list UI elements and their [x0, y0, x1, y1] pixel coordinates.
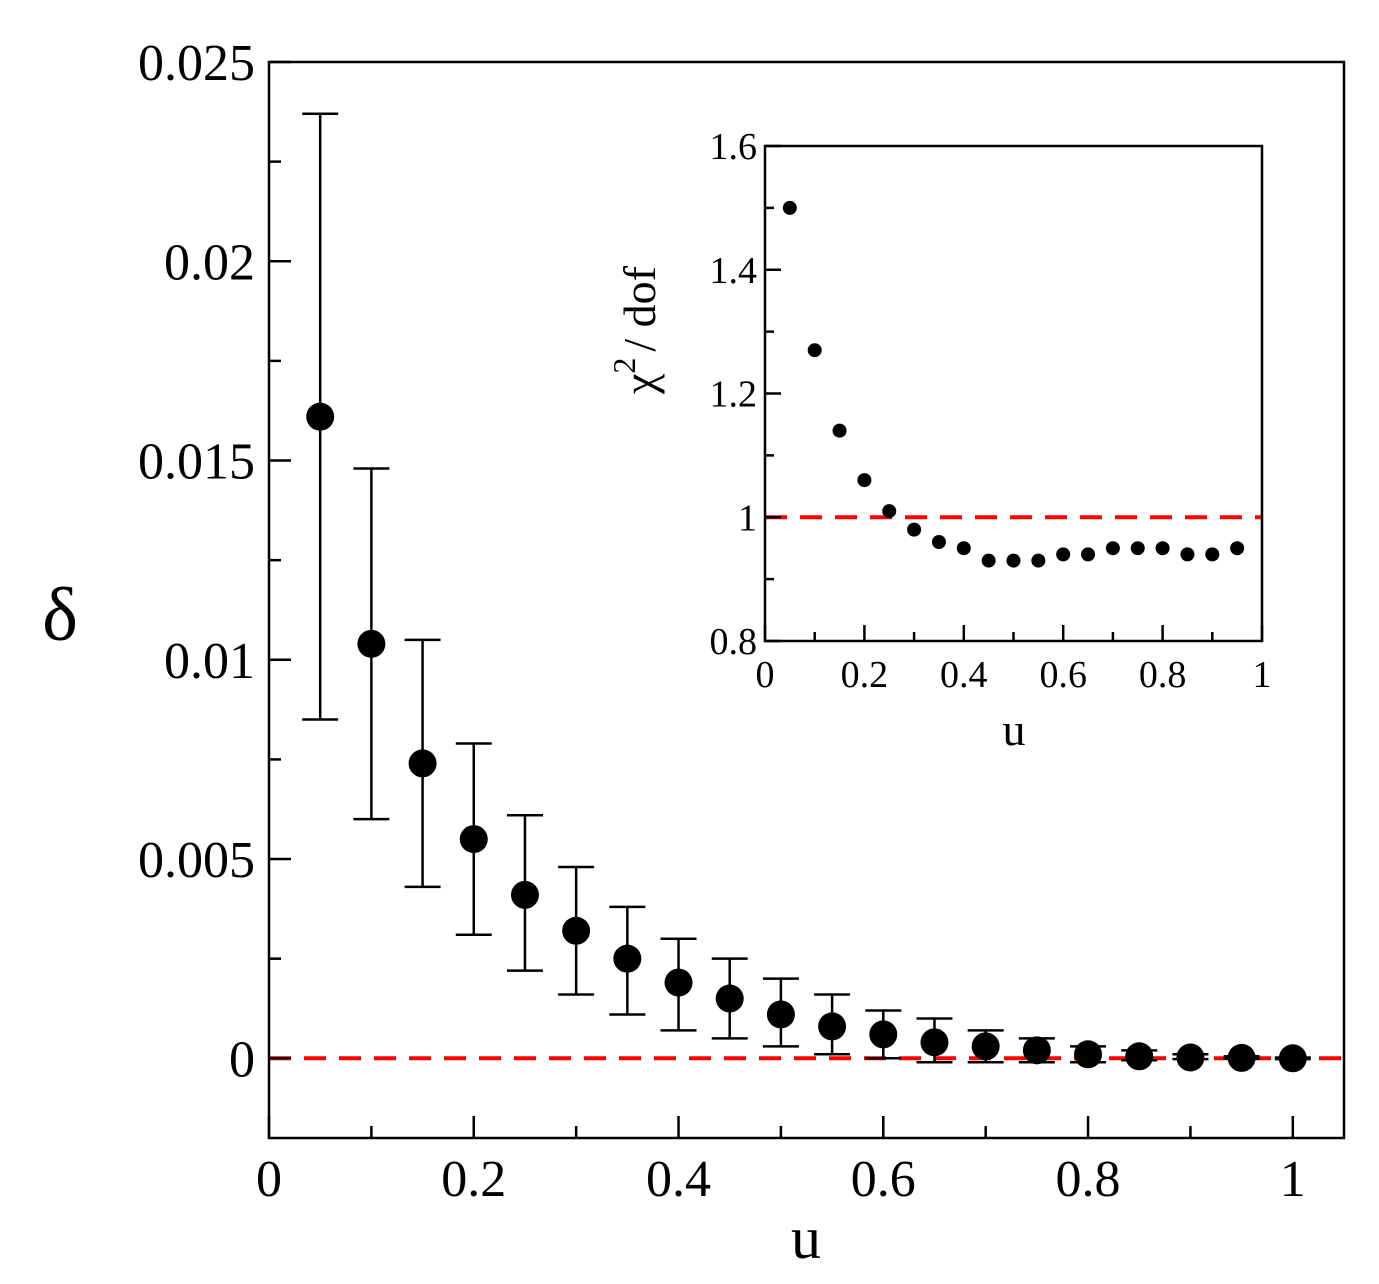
main-data-point [1125, 1042, 1154, 1071]
inset-y-label-superscript: 2 [606, 358, 642, 374]
inset-points [782, 200, 1245, 568]
main-data-point [459, 825, 488, 854]
main-data-point [1227, 1043, 1256, 1072]
inset-data-point [956, 541, 971, 556]
inset-x-tick-label: 0.4 [940, 654, 988, 696]
main-x-ticks: 0 0.2 0.4 0.6 0.8 1 [256, 1116, 1306, 1208]
main-data-point [613, 944, 642, 973]
main-plot-frame [267, 60, 1346, 1140]
main-x-tick-label: 0.6 [851, 1151, 916, 1208]
main-data-point [715, 984, 744, 1013]
inset-data-point [782, 200, 797, 215]
svg-text:χ2/ dof: χ2 / dof [606, 265, 665, 395]
main-data-point [664, 968, 693, 997]
inset-plot-frame [763, 144, 1264, 643]
inset-data-point [1105, 541, 1120, 556]
inset-data-point [1180, 547, 1195, 562]
main-data-point [408, 749, 437, 778]
main-data-point [1074, 1040, 1103, 1069]
main-y-tick-label: 0.01 [164, 633, 255, 690]
inset-x-tick-label: 0.2 [841, 654, 889, 696]
main-data-point [306, 402, 335, 431]
inset-data-point [1130, 541, 1145, 556]
inset-y-label-symbol: χ [614, 373, 665, 395]
main-data-point [766, 1000, 795, 1029]
inset-plot: 0 0.2 0.4 0.6 0.8 1 0.8 1 1.2 1.4 1.6 u χ2 / dof [606, 126, 1272, 755]
inset-y-tick-label: 1 [738, 497, 757, 539]
main-y-tick-label: 0 [229, 1031, 255, 1088]
main-x-tick-label: 0 [256, 1151, 282, 1208]
inset-data-point [807, 343, 822, 358]
inset-x-axis-label: u [1003, 704, 1026, 755]
inset-y-label-suffix: / dof [614, 265, 665, 351]
inset-data-point [1056, 547, 1071, 562]
main-x-tick-label: 1 [1280, 1151, 1306, 1208]
inset-data-point [1006, 553, 1021, 568]
main-x-tick-label: 0.8 [1056, 1151, 1121, 1208]
main-data-point [869, 1020, 898, 1049]
main-data-point [1176, 1043, 1205, 1072]
inset-data-point [907, 522, 922, 537]
inset-y-tick-label: 1.4 [710, 250, 758, 292]
inset-y-tick-label: 1.2 [710, 374, 758, 416]
main-data-point [920, 1028, 949, 1057]
main-y-tick-label: 0.015 [138, 434, 255, 491]
main-x-axis-label: u [791, 1205, 821, 1271]
inset-x-ticks: 0 0.2 0.4 0.6 0.8 1 [756, 625, 1272, 696]
inset-data-point [1031, 553, 1046, 568]
inset-x-tick-label: 1 [1253, 654, 1272, 696]
main-data-point [357, 629, 386, 658]
inset-x-tick-label: 0.6 [1039, 654, 1087, 696]
main-x-tick-label: 0.4 [646, 1151, 711, 1208]
inset-x-tick-label: 0 [756, 654, 775, 696]
inset-y-axis-label: χ2 / dof [606, 265, 665, 395]
main-plot: 0 0.2 0.4 0.6 0.8 1 00.0050.010.0150.020.025 … [42, 35, 1346, 1271]
main-data-point [818, 1012, 847, 1041]
main-points [306, 402, 1307, 1073]
main-y-axis-label: δ [42, 573, 78, 657]
main-y-tick-label: 0.005 [138, 832, 255, 889]
inset-y-tick-label: 0.8 [710, 621, 758, 663]
inset-data-point [981, 553, 996, 568]
main-y-tick-label: 0.025 [138, 35, 255, 92]
inset-data-point [1205, 547, 1220, 562]
inset-data-point [832, 423, 847, 438]
main-data-point [1022, 1036, 1051, 1065]
main-data-point [562, 916, 591, 945]
main-data-point [510, 880, 539, 909]
inset-y-tick-label: 1.6 [710, 126, 758, 168]
inset-data-point [1155, 541, 1170, 556]
main-data-point [971, 1032, 1000, 1061]
inset-data-point [857, 473, 872, 488]
main-data-point [1278, 1044, 1307, 1073]
inset-data-point [931, 535, 946, 549]
inset-data-point [1230, 541, 1245, 556]
main-y-ticks: 0 0.005 0.01 0.015 0.02 0.025 [138, 35, 291, 1088]
inset-data-point [882, 504, 897, 519]
inset-x-tick-label: 0.8 [1139, 654, 1187, 696]
main-x-tick-label: 0.2 [441, 1151, 506, 1208]
main-y-tick-label: 0.02 [164, 234, 255, 291]
inset-data-point [1081, 547, 1096, 562]
